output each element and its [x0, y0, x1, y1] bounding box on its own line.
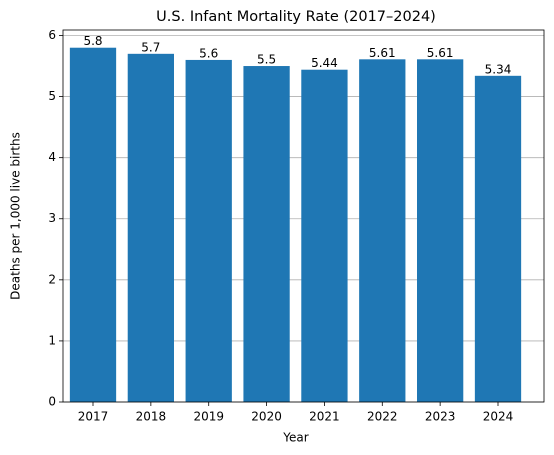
bar: [243, 66, 290, 403]
y-tick-label: 4: [48, 150, 56, 164]
x-tick-label: 2023: [425, 410, 456, 424]
x-tick-label: 2020: [251, 410, 282, 424]
bar: [185, 59, 232, 403]
x-tick-label: 2019: [193, 410, 224, 424]
bar: [474, 75, 522, 402]
value-label: 5.5: [257, 53, 276, 67]
y-tick-label: 3: [48, 211, 56, 225]
y-tick-label: 5: [48, 89, 56, 103]
value-label: 5.6: [199, 46, 218, 60]
bar: [127, 53, 174, 402]
value-label: 5.34: [485, 62, 512, 76]
value-label: 5.7: [141, 40, 160, 54]
bar: [359, 59, 406, 403]
value-label: 5.8: [83, 34, 102, 48]
y-axis-label: Deaths per 1,000 live births: [9, 132, 23, 300]
plot-frame: [62, 29, 545, 403]
x-tick-label: 2018: [136, 410, 167, 424]
value-label: 5.44: [311, 56, 338, 70]
bar: [301, 69, 348, 402]
chart-title: U.S. Infant Mortality Rate (2017–2024): [156, 9, 436, 25]
y-tick-label: 0: [48, 395, 56, 409]
y-tick-label: 1: [48, 333, 56, 347]
bar: [417, 59, 464, 403]
y-tick-label: 2: [48, 272, 56, 286]
bar: [69, 47, 117, 402]
x-axis-label: Year: [282, 431, 308, 445]
value-label: 5.61: [369, 46, 396, 60]
value-label: 5.61: [427, 46, 454, 60]
x-tick-label: 2017: [78, 410, 109, 424]
x-tick-label: 2021: [309, 410, 340, 424]
x-tick-label: 2024: [483, 410, 514, 424]
x-tick-label: 2022: [367, 410, 398, 424]
y-tick-label: 6: [48, 28, 56, 42]
